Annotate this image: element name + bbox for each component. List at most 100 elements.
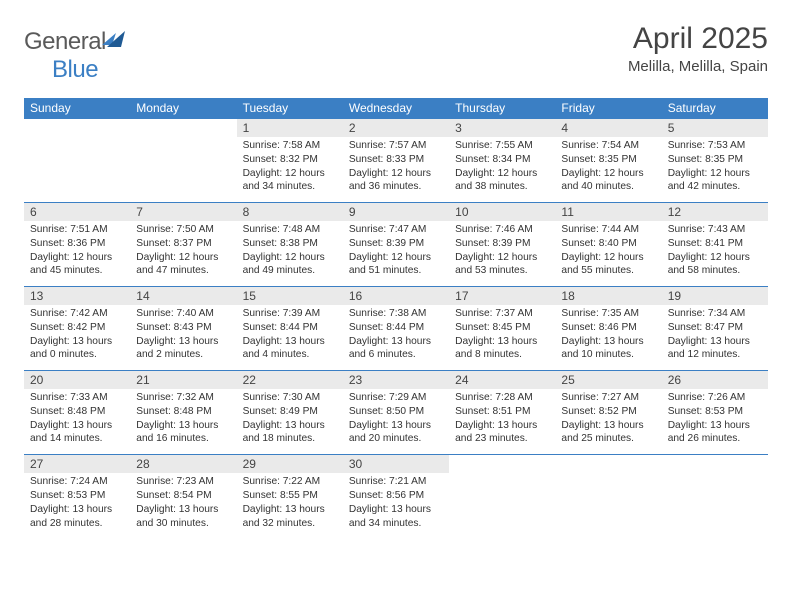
day-detail-cell: Sunrise: 7:55 AMSunset: 8:34 PMDaylight:…: [449, 137, 555, 202]
day-of-week-header: Saturday: [662, 98, 768, 118]
location-subtitle: Melilla, Melilla, Spain: [628, 58, 768, 75]
sunrise-line: Sunrise: 7:40 AM: [136, 307, 230, 321]
sunrise-line: Sunrise: 7:22 AM: [243, 475, 337, 489]
daylight-line: Daylight: 13 hours and 6 minutes.: [349, 335, 443, 363]
daylight-line: Daylight: 13 hours and 25 minutes.: [561, 419, 655, 447]
sunrise-line: Sunrise: 7:29 AM: [349, 391, 443, 405]
calendar-grid: SundayMondayTuesdayWednesdayThursdayFrid…: [24, 98, 768, 538]
day-detail-cell: Sunrise: 7:28 AMSunset: 8:51 PMDaylight:…: [449, 389, 555, 454]
sunrise-line: Sunrise: 7:48 AM: [243, 223, 337, 237]
daylight-line: Daylight: 13 hours and 26 minutes.: [668, 419, 762, 447]
daylight-line: Daylight: 13 hours and 18 minutes.: [243, 419, 337, 447]
day-detail-cell: Sunrise: 7:46 AMSunset: 8:39 PMDaylight:…: [449, 221, 555, 286]
day-of-week-header: Sunday: [24, 98, 130, 118]
day-detail-cell: Sunrise: 7:50 AMSunset: 8:37 PMDaylight:…: [130, 221, 236, 286]
daylight-line: Daylight: 12 hours and 51 minutes.: [349, 251, 443, 279]
day-number-cell: [130, 118, 236, 137]
day-detail-cell: Sunrise: 7:40 AMSunset: 8:43 PMDaylight:…: [130, 305, 236, 370]
day-detail-cell: Sunrise: 7:43 AMSunset: 8:41 PMDaylight:…: [662, 221, 768, 286]
sunset-line: Sunset: 8:35 PM: [668, 153, 762, 167]
sunset-line: Sunset: 8:48 PM: [136, 405, 230, 419]
day-detail-cell: Sunrise: 7:29 AMSunset: 8:50 PMDaylight:…: [343, 389, 449, 454]
sunrise-line: Sunrise: 7:44 AM: [561, 223, 655, 237]
daylight-line: Daylight: 12 hours and 58 minutes.: [668, 251, 762, 279]
calendar-page: GeneralBlue April 2025 Melilla, Melilla,…: [0, 0, 792, 556]
day-number-cell: 5: [662, 118, 768, 137]
sunset-line: Sunset: 8:53 PM: [30, 489, 124, 503]
day-detail-cell: Sunrise: 7:42 AMSunset: 8:42 PMDaylight:…: [24, 305, 130, 370]
sunrise-line: Sunrise: 7:58 AM: [243, 139, 337, 153]
sunrise-line: Sunrise: 7:26 AM: [668, 391, 762, 405]
day-number-cell: 20: [24, 370, 130, 389]
week-number-row: 27282930: [24, 454, 768, 473]
day-number-cell: 9: [343, 202, 449, 221]
sunrise-line: Sunrise: 7:37 AM: [455, 307, 549, 321]
day-detail-cell: [449, 473, 555, 538]
day-number-cell: 3: [449, 118, 555, 137]
day-number-cell: 2: [343, 118, 449, 137]
daylight-line: Daylight: 13 hours and 20 minutes.: [349, 419, 443, 447]
day-number-cell: [449, 454, 555, 473]
daylight-line: Daylight: 13 hours and 8 minutes.: [455, 335, 549, 363]
sunrise-line: Sunrise: 7:23 AM: [136, 475, 230, 489]
day-detail-cell: Sunrise: 7:24 AMSunset: 8:53 PMDaylight:…: [24, 473, 130, 538]
sunset-line: Sunset: 8:48 PM: [30, 405, 124, 419]
day-detail-cell: Sunrise: 7:53 AMSunset: 8:35 PMDaylight:…: [662, 137, 768, 202]
sunset-line: Sunset: 8:54 PM: [136, 489, 230, 503]
page-title: April 2025: [628, 22, 768, 56]
week-detail-row: Sunrise: 7:51 AMSunset: 8:36 PMDaylight:…: [24, 221, 768, 286]
sunset-line: Sunset: 8:34 PM: [455, 153, 549, 167]
sunset-line: Sunset: 8:43 PM: [136, 321, 230, 335]
brand-logo: GeneralBlue: [24, 22, 123, 84]
sunset-line: Sunset: 8:52 PM: [561, 405, 655, 419]
sunrise-line: Sunrise: 7:33 AM: [30, 391, 124, 405]
day-detail-cell: Sunrise: 7:54 AMSunset: 8:35 PMDaylight:…: [555, 137, 661, 202]
daylight-line: Daylight: 12 hours and 36 minutes.: [349, 167, 443, 195]
day-number-cell: 24: [449, 370, 555, 389]
day-detail-cell: Sunrise: 7:48 AMSunset: 8:38 PMDaylight:…: [237, 221, 343, 286]
sunset-line: Sunset: 8:39 PM: [455, 237, 549, 251]
daylight-line: Daylight: 12 hours and 49 minutes.: [243, 251, 337, 279]
sunset-line: Sunset: 8:45 PM: [455, 321, 549, 335]
daylight-line: Daylight: 12 hours and 47 minutes.: [136, 251, 230, 279]
sunset-line: Sunset: 8:32 PM: [243, 153, 337, 167]
day-of-week-header: Monday: [130, 98, 236, 118]
sunrise-line: Sunrise: 7:51 AM: [30, 223, 124, 237]
day-detail-cell: [555, 473, 661, 538]
day-number-cell: 12: [662, 202, 768, 221]
sunrise-line: Sunrise: 7:39 AM: [243, 307, 337, 321]
day-number-cell: 11: [555, 202, 661, 221]
week-number-row: 13141516171819: [24, 286, 768, 305]
sunrise-line: Sunrise: 7:27 AM: [561, 391, 655, 405]
sunrise-line: Sunrise: 7:43 AM: [668, 223, 762, 237]
header: GeneralBlue April 2025 Melilla, Melilla,…: [24, 22, 768, 84]
daylight-line: Daylight: 13 hours and 2 minutes.: [136, 335, 230, 363]
sunrise-line: Sunrise: 7:42 AM: [30, 307, 124, 321]
title-block: April 2025 Melilla, Melilla, Spain: [628, 22, 768, 75]
day-number-cell: 19: [662, 286, 768, 305]
day-number-cell: [555, 454, 661, 473]
day-detail-cell: Sunrise: 7:22 AMSunset: 8:55 PMDaylight:…: [237, 473, 343, 538]
sunrise-line: Sunrise: 7:34 AM: [668, 307, 762, 321]
day-number-cell: 26: [662, 370, 768, 389]
sunrise-line: Sunrise: 7:54 AM: [561, 139, 655, 153]
daylight-line: Daylight: 13 hours and 23 minutes.: [455, 419, 549, 447]
sunset-line: Sunset: 8:50 PM: [349, 405, 443, 419]
sunrise-line: Sunrise: 7:55 AM: [455, 139, 549, 153]
day-detail-cell: Sunrise: 7:35 AMSunset: 8:46 PMDaylight:…: [555, 305, 661, 370]
logo-triangle2-icon: [107, 31, 125, 47]
daylight-line: Daylight: 12 hours and 45 minutes.: [30, 251, 124, 279]
week-detail-row: Sunrise: 7:42 AMSunset: 8:42 PMDaylight:…: [24, 305, 768, 370]
day-number-cell: [662, 454, 768, 473]
week-number-row: 20212223242526: [24, 370, 768, 389]
daylight-line: Daylight: 12 hours and 53 minutes.: [455, 251, 549, 279]
day-number-cell: 27: [24, 454, 130, 473]
day-detail-cell: [662, 473, 768, 538]
sunset-line: Sunset: 8:39 PM: [349, 237, 443, 251]
daylight-line: Daylight: 12 hours and 42 minutes.: [668, 167, 762, 195]
daylight-line: Daylight: 13 hours and 16 minutes.: [136, 419, 230, 447]
daylight-line: Daylight: 13 hours and 10 minutes.: [561, 335, 655, 363]
day-detail-cell: [24, 137, 130, 202]
daylight-line: Daylight: 13 hours and 4 minutes.: [243, 335, 337, 363]
day-detail-cell: Sunrise: 7:23 AMSunset: 8:54 PMDaylight:…: [130, 473, 236, 538]
